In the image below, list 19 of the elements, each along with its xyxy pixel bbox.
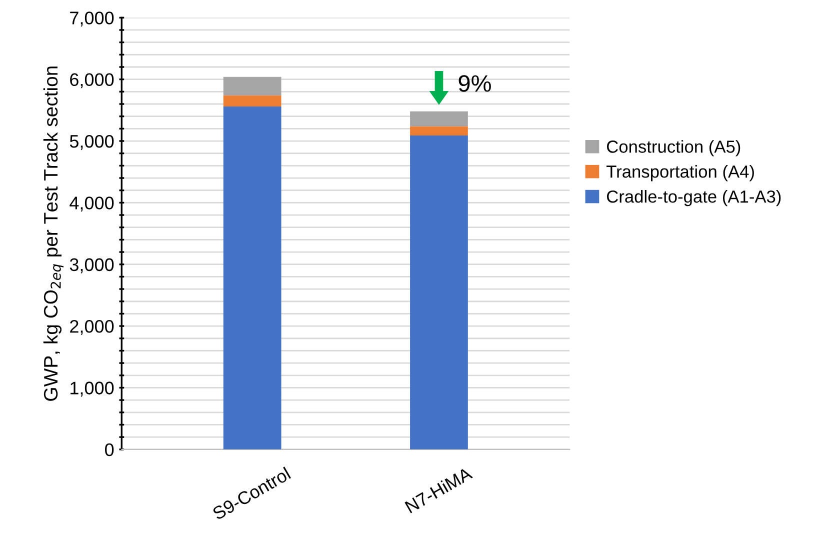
y-tick-label: 1,000: [70, 382, 114, 397]
y-tick-label: 0: [105, 443, 114, 456]
bar: [410, 111, 468, 126]
bar: [410, 135, 468, 450]
bar: [223, 76, 282, 96]
bar: [410, 126, 468, 136]
y-tick-label: 7,000: [70, 12, 114, 27]
y-tick-label: 3,000: [70, 258, 114, 274]
y-tick-label: 2,000: [70, 320, 114, 335]
legend-label: Transportation (A4): [606, 165, 754, 182]
y-tick-label: 5,000: [70, 134, 114, 150]
legend-label: Construction (A5): [606, 140, 740, 156]
y-tick-label: 4,000: [70, 196, 114, 212]
bar: [223, 95, 282, 106]
y-tick-label: 6,000: [70, 73, 114, 88]
bar: [223, 106, 282, 450]
y-axis-title: GWP, kg CO$_{2eq}$ per Test Track section: [43, 66, 64, 401]
legend-label: Cradle-to-gate (A1-A3): [606, 190, 781, 206]
annotation: 9%: [458, 75, 491, 92]
